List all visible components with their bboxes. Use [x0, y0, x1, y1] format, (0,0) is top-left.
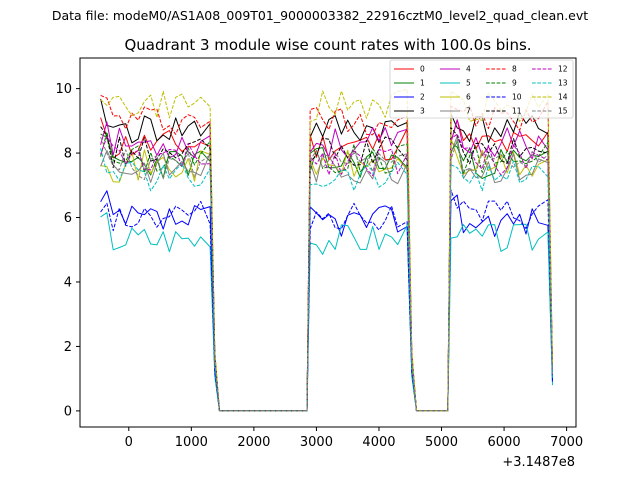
legend-label-3: 3: [420, 107, 425, 116]
series-line-10: [100, 189, 553, 412]
series-line-7: [100, 135, 553, 412]
x-tick-label: 2000: [237, 435, 270, 450]
legend-label-5: 5: [466, 79, 471, 88]
x-tick-label: 7000: [550, 435, 583, 450]
legend-label-9: 9: [512, 79, 517, 88]
legend-label-1: 1: [420, 79, 425, 88]
y-tick-label: 2: [64, 340, 72, 355]
y-tick-label: 4: [64, 275, 72, 290]
legend-label-12: 12: [558, 65, 568, 74]
chart-title: Quadrant 3 module wise count rates with …: [124, 36, 531, 54]
legend-label-8: 8: [512, 65, 517, 74]
series-line-8: [100, 94, 553, 412]
x-offset-label: +3.1487e8: [502, 455, 575, 470]
series-line-9: [100, 131, 553, 412]
series-lines: [100, 88, 553, 412]
legend-label-7: 7: [466, 107, 471, 116]
chart-suptitle: Data file: modeM0/AS1A08_009T01_90000033…: [52, 8, 588, 23]
legend-label-11: 11: [512, 107, 522, 116]
x-axis: 0 1000 2000 3000 4000 5000 6000 7000: [125, 427, 583, 450]
plot-frame: [79, 57, 577, 428]
legend-box: [389, 59, 574, 119]
y-tick-label: 10: [55, 82, 72, 97]
y-tick-label: 0: [64, 404, 72, 419]
legend-label-6: 6: [466, 93, 471, 102]
x-tick-label: 6000: [488, 435, 521, 450]
legend-label-15: 15: [558, 107, 568, 116]
x-tick-label: 5000: [425, 435, 458, 450]
legend-label-2: 2: [420, 93, 425, 102]
x-tick-label: 4000: [362, 435, 395, 450]
series-line-12: [100, 133, 553, 412]
y-tick-label: 6: [64, 211, 72, 226]
legend-label-14: 14: [558, 93, 568, 102]
series-line-3: [100, 98, 553, 412]
series-line-2: [100, 190, 553, 412]
legend-label-0: 0: [420, 65, 425, 74]
legend-label-4: 4: [466, 65, 471, 74]
y-tick-label: 8: [64, 147, 72, 162]
series-line-11: [100, 126, 553, 412]
y-axis: 0 2 4 6 8 10: [55, 82, 80, 419]
x-tick-label: 0: [125, 435, 133, 450]
series-line-15: [100, 136, 553, 412]
legend-label-13: 13: [558, 79, 568, 88]
x-tick-label: 1000: [175, 435, 208, 450]
legend-label-10: 10: [512, 93, 522, 102]
series-line-5: [100, 212, 553, 412]
x-tick-label: 3000: [300, 435, 333, 450]
plot-area: [79, 57, 577, 428]
